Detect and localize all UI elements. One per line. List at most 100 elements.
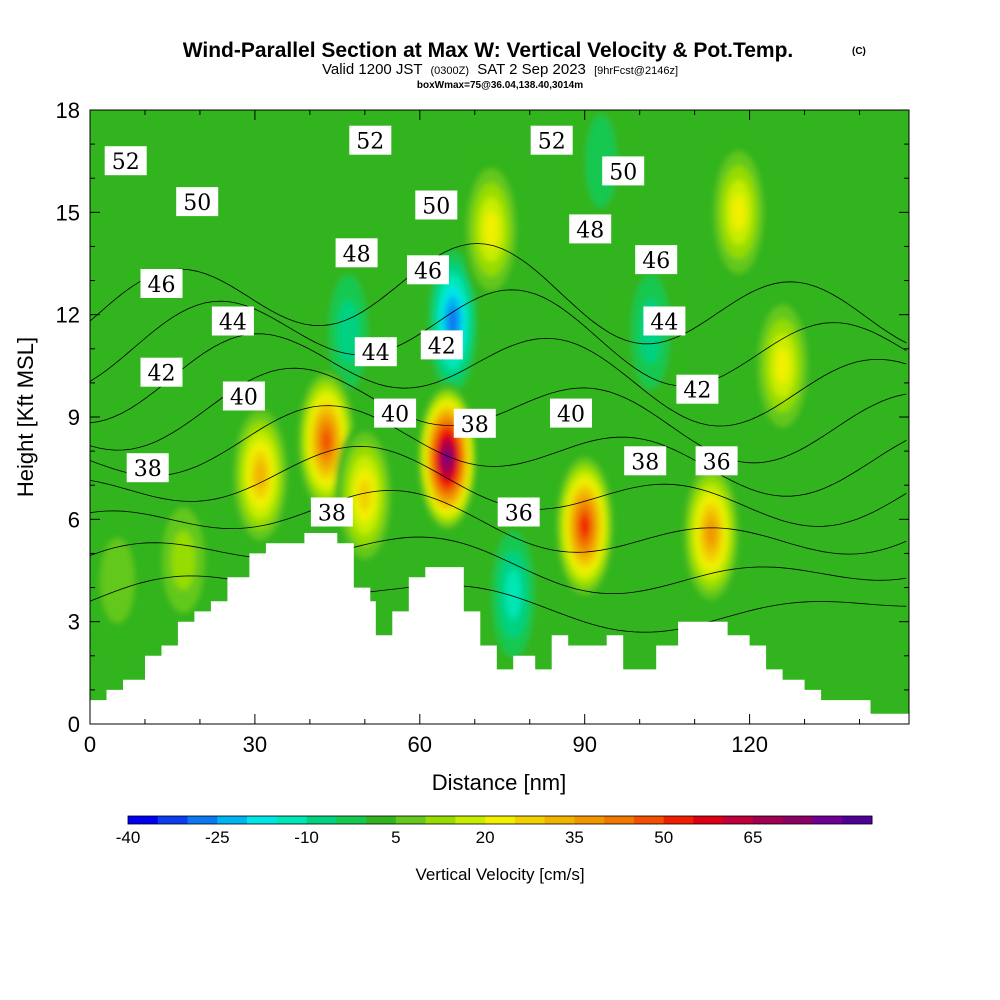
y-tick-label: 6	[68, 507, 80, 532]
isentrope-label-box	[354, 337, 397, 367]
updraft-cell	[444, 451, 450, 464]
isentrope-label: 42	[676, 374, 719, 404]
x-tick-label: 120	[731, 732, 768, 757]
colorbar-tick-label: 20	[476, 828, 495, 847]
isentrope-label-text: 46	[414, 259, 442, 284]
isentrope-label-box	[335, 238, 378, 268]
chart-title: Wind-Parallel Section at Max W: Vertical…	[183, 39, 794, 62]
isentrope-label-box	[374, 398, 417, 428]
isentrope-label-text: 48	[576, 218, 604, 243]
isentrope-line	[90, 243, 907, 345]
colorbar-swatch	[217, 816, 248, 824]
y-tick-label: 18	[56, 98, 80, 123]
y-axis-label: Height [Kft MSL]	[13, 337, 38, 497]
colorbar-swatch	[842, 816, 873, 824]
colorbar-swatch	[604, 816, 635, 824]
isentrope-label: 38	[310, 497, 353, 527]
isentrope-label-text: 40	[557, 403, 585, 428]
isentrope-label-box	[176, 187, 219, 217]
isentrope-label-text: 38	[134, 457, 162, 482]
y-tick-label: 15	[56, 200, 80, 225]
subtitle-valid-time: Valid 1200 JST	[322, 61, 422, 78]
chart-subtitle-box: boxWmax=75@36.04,138.40,3014m	[417, 80, 583, 91]
isentrope-label: 50	[415, 190, 458, 220]
isentrope-label-text: 38	[318, 502, 346, 527]
y-tick-label: 12	[56, 303, 80, 328]
isentrope-label-text: 50	[183, 191, 211, 216]
isentrope-label: 42	[140, 357, 183, 387]
isentrope-label-box	[140, 269, 183, 298]
colorbar-tick-label: 35	[565, 828, 584, 847]
isentrope-label-text: 36	[505, 502, 533, 527]
colorbar-swatch	[633, 816, 665, 824]
isentrope-label-text: 44	[650, 311, 678, 336]
colorbar-swatch	[514, 816, 546, 824]
isentrope-label-text: 40	[381, 403, 409, 428]
updraft-cell	[775, 347, 790, 385]
isentrope-label-box	[676, 374, 719, 404]
colorbar-tick-label: 5	[391, 828, 400, 847]
colorbar-swatch	[693, 816, 724, 824]
isentrope-label-box	[695, 446, 738, 476]
y-tick-label: 0	[68, 712, 80, 737]
updraft-cell	[358, 479, 372, 511]
isentrope-label: 50	[602, 156, 645, 186]
colorbar-label: Vertical Velocity [cm/s]	[415, 865, 584, 884]
isentrope-label-box	[569, 214, 612, 244]
subtitle-forecast: [9hrFcst@2146z]	[594, 65, 678, 77]
isentrope-label-text: 36	[703, 450, 731, 475]
isentrope-label-text: 38	[461, 413, 489, 438]
colorbar-swatch	[574, 816, 605, 824]
isentrope-line	[90, 575, 907, 633]
colorbar-frame	[127, 815, 873, 825]
updraft-cell	[171, 530, 196, 590]
isentrope-label-box	[635, 245, 678, 275]
isentrope-label: 44	[211, 306, 254, 336]
title-copyright-mark: (C)	[852, 46, 866, 57]
colorbar-swatch	[455, 816, 486, 824]
isentrope-label: 40	[550, 398, 592, 428]
isentrope-label-box	[602, 156, 645, 186]
plot-area: 52 52 52 50 50 50 48 48 46 46 46 44 44 44 42 42 42 40 40 40…	[90, 110, 909, 724]
isentrope-label: 52	[530, 125, 573, 155]
colorbar-swatch	[753, 816, 784, 824]
chart-subtitle: Valid 1200 JST (0300Z) SAT 2 Sep 2023 [9…	[322, 61, 678, 78]
isentrope-label-text: 44	[219, 311, 247, 336]
colorbar-swatch	[157, 816, 189, 824]
colorbar-swatch	[425, 816, 456, 824]
isentrope-label-box	[550, 398, 592, 428]
colorbar-tick-label: 65	[744, 828, 763, 847]
isentrope-label-box	[453, 408, 496, 438]
updraft-cell	[581, 517, 589, 535]
colorbar-swatch	[276, 816, 308, 824]
isentrope-label: 44	[643, 306, 686, 336]
colorbar-swatch	[336, 816, 367, 824]
isentrope-label-text: 52	[538, 130, 566, 155]
isentrope-label-text: 46	[642, 249, 670, 274]
isentrope-label: 46	[635, 245, 678, 275]
isentrope-label: 44	[354, 337, 397, 367]
isentrope-label: 38	[624, 446, 667, 476]
isentrope-label: 36	[695, 446, 738, 476]
isentrope-label-box	[530, 125, 573, 155]
isentrope-label-box	[407, 255, 449, 285]
downdraft-cell	[447, 306, 458, 337]
downdraft-cell	[504, 569, 522, 620]
y-tick-label: 9	[68, 405, 80, 430]
velocity-field	[90, 110, 813, 677]
isentrope-label-box	[126, 453, 169, 483]
isentrope-label-box	[624, 446, 667, 476]
isentrope-line	[90, 405, 907, 497]
colorbar-swatch	[544, 816, 575, 824]
isentrope-label-box	[349, 125, 392, 155]
updraft-cell	[483, 210, 499, 248]
colorbar-swatch	[247, 816, 278, 824]
isentrope-label-box	[497, 497, 540, 527]
isentrope-label-box	[310, 497, 353, 527]
colorbar-tick-label: -40	[116, 828, 141, 847]
x-axis-label: Distance [nm]	[432, 770, 567, 795]
x-tick-label: 60	[408, 732, 432, 757]
isentrope-label: 46	[407, 255, 449, 285]
